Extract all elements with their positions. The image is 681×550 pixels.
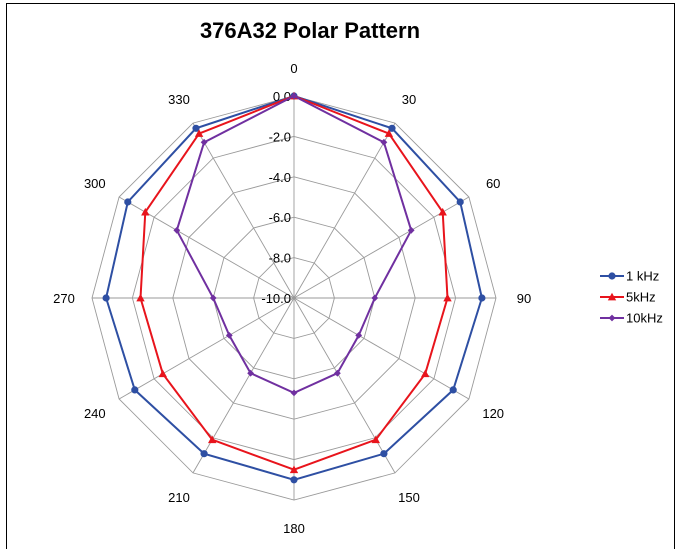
chart-frame [6, 3, 675, 549]
angle-label: 60 [486, 176, 500, 191]
chart-title: 376A32 Polar Pattern [200, 18, 420, 43]
data-point [225, 332, 233, 339]
radial-tick-label: -2.0 [269, 129, 291, 144]
legend-marker [607, 292, 617, 301]
grid-spoke [293, 122, 396, 299]
data-point [443, 293, 452, 302]
angle-label: 0 [290, 61, 297, 76]
data-point [247, 369, 254, 377]
angle-labels: 0 30 60 90 120 150 180 210 240 270 300 330 [53, 61, 531, 536]
radial-tick-label: -4.0 [269, 170, 291, 185]
data-point [136, 293, 145, 302]
data-point [141, 207, 150, 216]
data-point [192, 124, 200, 132]
data-point [456, 198, 464, 206]
legend-label: 5kHz [626, 290, 656, 305]
data-point [449, 386, 457, 394]
data-point [371, 294, 379, 302]
angle-label: 120 [482, 406, 504, 421]
angle-label: 210 [168, 490, 190, 505]
data-point [438, 207, 447, 216]
angle-label: 150 [398, 490, 420, 505]
data-point [131, 386, 139, 394]
series-10khz [173, 92, 415, 397]
data-point [421, 369, 430, 378]
angle-label: 300 [84, 176, 106, 191]
data-point [290, 389, 298, 397]
angle-label: 180 [283, 521, 305, 536]
grid-spoke [118, 297, 295, 400]
radial-tick-label: -10.0 [261, 291, 291, 306]
legend-entry: 1 kHz [600, 269, 659, 284]
legend-marker [608, 272, 616, 280]
data-point [200, 138, 208, 146]
radial-tick-label: -6.0 [269, 210, 291, 225]
data-point [158, 369, 167, 378]
series-1-khz [102, 92, 486, 484]
series-layer [102, 91, 486, 484]
data-point [194, 129, 204, 137]
data-point [371, 435, 380, 444]
legend-label: 1 kHz [626, 269, 659, 284]
angle-label: 270 [53, 291, 75, 306]
legend: 1 kHz 5kHz 10kHz [600, 269, 663, 326]
grid-spoke [192, 297, 295, 474]
radar-spokes [92, 96, 496, 500]
legend-entry: 5kHz [600, 290, 656, 305]
data-point [355, 332, 363, 339]
data-point [478, 294, 486, 302]
data-point [124, 198, 132, 206]
angle-label: 90 [517, 291, 531, 306]
grid-spoke [192, 122, 295, 299]
grid-spoke [293, 297, 396, 474]
data-point [209, 294, 217, 302]
grid-spoke [293, 297, 470, 400]
legend-entry: 10kHz [600, 311, 663, 326]
angle-label: 330 [168, 92, 190, 107]
data-point [380, 450, 388, 458]
legend-marker [608, 314, 616, 322]
data-point [380, 138, 388, 146]
data-point [290, 92, 298, 100]
data-point [407, 226, 415, 234]
data-point [208, 435, 217, 444]
data-point [200, 450, 208, 458]
data-point [290, 476, 298, 484]
data-point [384, 129, 394, 137]
data-point [173, 226, 181, 234]
data-point [289, 465, 299, 474]
angle-label: 240 [84, 406, 106, 421]
radial-tick-labels: 0.0-2.0-4.0-6.0-8.0-10.0 [261, 89, 291, 306]
data-point [334, 369, 341, 377]
data-point [102, 294, 110, 302]
radial-tick-label: -8.0 [269, 251, 291, 266]
data-point [388, 124, 396, 132]
angle-label: 30 [402, 92, 416, 107]
legend-label: 10kHz [626, 311, 663, 326]
